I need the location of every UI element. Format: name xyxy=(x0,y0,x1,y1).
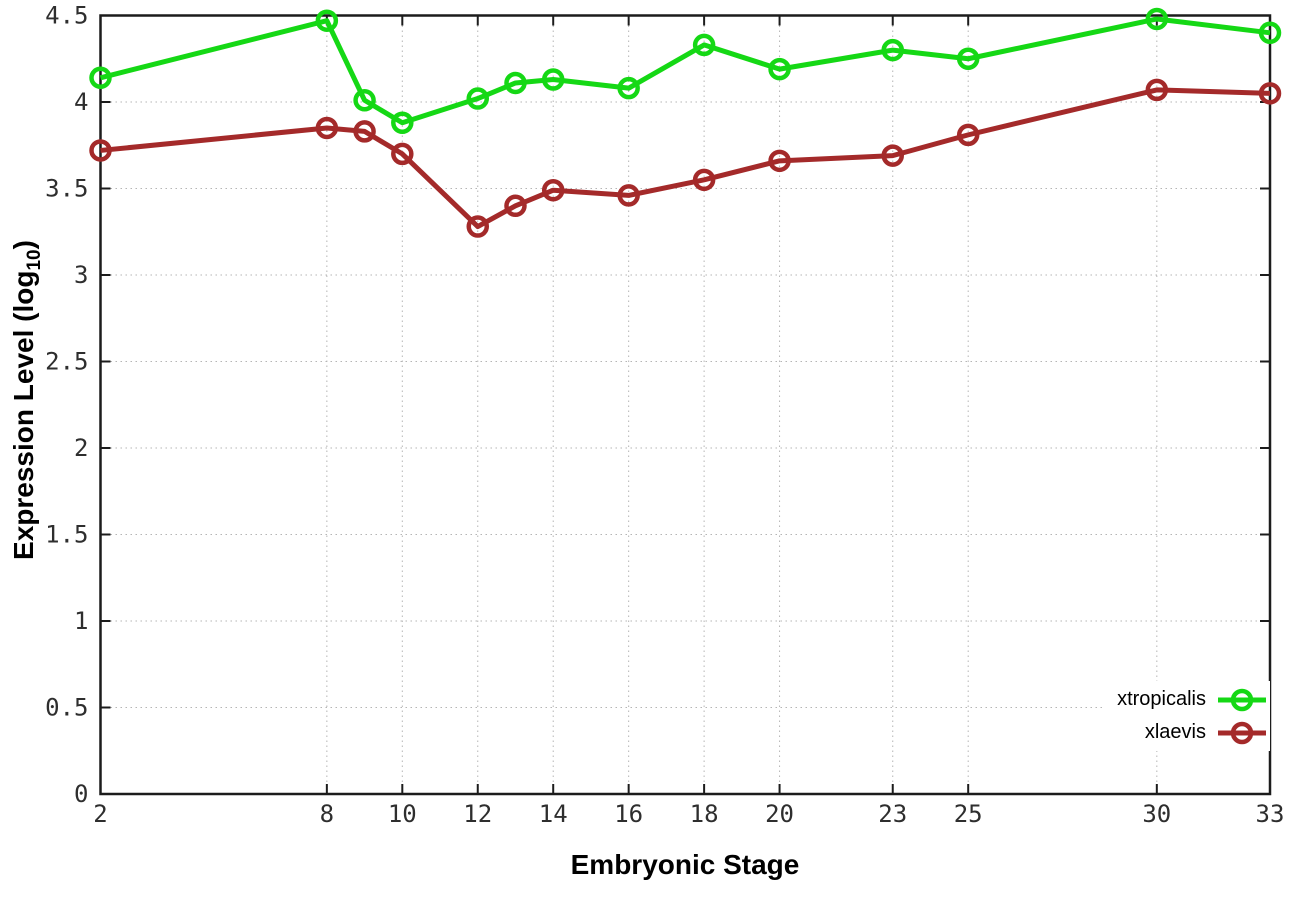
x-tick-label: 20 xyxy=(765,800,794,828)
legend-item-xtropicalis: xtropicalis xyxy=(1117,683,1266,716)
y-axis-title-close: ) xyxy=(8,240,40,250)
data-point-xlaevis xyxy=(617,184,640,207)
data-point-xtropicalis xyxy=(692,33,716,57)
data-point-xlaevis xyxy=(391,142,414,166)
data-point-xtropicalis xyxy=(956,47,980,70)
data-point-xlaevis xyxy=(1258,82,1282,105)
data-point-xlaevis xyxy=(956,123,980,147)
x-tick-label: 23 xyxy=(878,800,907,828)
legend-marker-xlaevis xyxy=(1218,721,1266,744)
x-tick-label: 16 xyxy=(614,800,643,828)
y-tick-label: 0 xyxy=(74,780,88,808)
x-tick-label: 18 xyxy=(690,800,719,828)
x-tick-label: 12 xyxy=(463,800,492,828)
y-tick-label: 2.5 xyxy=(45,348,88,376)
data-point-xtropicalis xyxy=(1258,21,1282,45)
y-axis-title-text: Expression Level (log xyxy=(8,270,40,560)
plot-border xyxy=(99,14,1272,796)
y-tick-label: 3 xyxy=(74,261,88,289)
x-tick-label: 25 xyxy=(954,800,983,828)
y-tick-label: 4 xyxy=(74,88,88,116)
y-axis-title: Expression Level (log10) xyxy=(8,240,46,560)
data-point-xtropicalis xyxy=(617,76,640,100)
data-point-xtropicalis xyxy=(391,111,414,135)
y-tick-label: 3.5 xyxy=(45,175,88,203)
data-point-xlaevis xyxy=(692,168,716,192)
y-tick-label: 1.5 xyxy=(45,521,88,549)
x-axis-title: Embryonic Stage xyxy=(570,849,800,880)
data-point-xlaevis xyxy=(353,120,376,143)
x-tick-label: 14 xyxy=(539,800,568,828)
data-point-xlaevis xyxy=(768,149,791,173)
x-tick-label: 33 xyxy=(1256,800,1285,828)
data-point-xlaevis xyxy=(541,178,565,202)
data-point-xtropicalis xyxy=(89,66,112,90)
data-point-xlaevis xyxy=(1145,78,1169,102)
data-point-xlaevis xyxy=(881,144,904,167)
legend-item-xlaevis: xlaevis xyxy=(1117,716,1266,749)
legend-marker-xtropicalis xyxy=(1218,688,1266,711)
data-point-xtropicalis xyxy=(353,89,376,112)
legend: xtropicalis xlaevis xyxy=(1103,681,1270,751)
x-tick-label: 30 xyxy=(1142,800,1171,828)
data-point-xtropicalis xyxy=(768,57,791,81)
data-point-xtropicalis xyxy=(504,71,527,95)
y-tick-label: 2 xyxy=(74,434,88,462)
y-tick-label: 1 xyxy=(74,607,88,635)
data-point-xtropicalis xyxy=(315,9,339,32)
y-axis-title-subscript: 10 xyxy=(23,249,45,271)
data-point-xlaevis xyxy=(315,116,339,140)
x-tick-label: 10 xyxy=(388,800,417,828)
data-point-xlaevis xyxy=(466,215,490,238)
x-tick-label: 2 xyxy=(93,800,107,828)
data-point-xtropicalis xyxy=(881,38,904,62)
data-point-xtropicalis xyxy=(541,68,565,91)
data-point-xlaevis xyxy=(504,194,527,218)
y-tick-label: 0.5 xyxy=(45,694,88,722)
legend-label-xlaevis: xlaevis xyxy=(1144,721,1206,743)
data-point-xtropicalis xyxy=(466,87,490,110)
legend-label-xtropicalis: xtropicalis xyxy=(1117,688,1206,710)
data-point-xlaevis xyxy=(89,139,112,162)
x-tick-label: 8 xyxy=(320,800,334,828)
series-line-xlaevis xyxy=(100,87,1271,230)
data-point-xtropicalis xyxy=(1145,7,1169,31)
y-tick-label: 4.5 xyxy=(45,2,88,30)
